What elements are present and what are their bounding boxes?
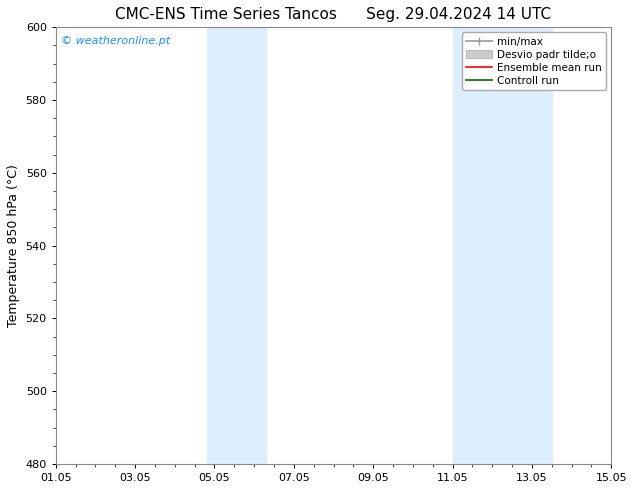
- Y-axis label: Temperature 850 hPa (°C): Temperature 850 hPa (°C): [7, 164, 20, 327]
- Legend: min/max, Desvio padr tilde;o, Ensemble mean run, Controll run: min/max, Desvio padr tilde;o, Ensemble m…: [462, 32, 606, 90]
- Title: CMC-ENS Time Series Tancos      Seg. 29.04.2024 14 UTC: CMC-ENS Time Series Tancos Seg. 29.04.20…: [115, 7, 552, 22]
- Bar: [207, 27, 266, 464]
- Text: © weatheronline.pt: © weatheronline.pt: [61, 36, 171, 46]
- Bar: [453, 27, 552, 464]
